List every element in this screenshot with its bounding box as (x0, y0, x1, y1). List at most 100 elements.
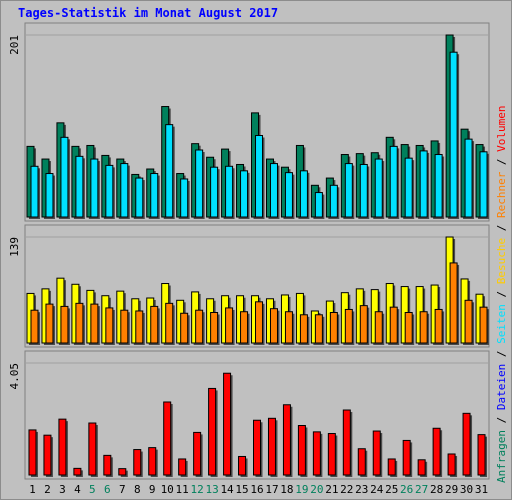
bar-rechner-day-23 (359, 305, 368, 344)
x-tick-label-day-7: 7 (119, 483, 126, 496)
x-tick-label-day-20: 20 (310, 483, 323, 496)
bar-volumen-day-29 (447, 453, 456, 476)
panel-top-ymax-label: 201 (8, 35, 21, 55)
bar-dateien-day-12 (195, 149, 204, 218)
bar-rechner-day-3 (60, 305, 69, 344)
bar-volumen-day-19 (297, 424, 306, 476)
bar-dateien-day-7 (120, 163, 129, 218)
legend-separator: / (495, 344, 508, 364)
legend-separator: / (495, 152, 508, 172)
x-tick-label-day-6: 6 (104, 483, 111, 496)
x-tick-label-day-15: 15 (235, 483, 248, 496)
x-tick-label-day-29: 29 (445, 483, 458, 496)
x-tick-label-day-31: 31 (475, 483, 488, 496)
panel-top: 201 (8, 22, 490, 222)
bar-volumen-day-25 (387, 458, 396, 476)
bar-rechner-day-19 (299, 314, 308, 344)
x-tick-label-day-19: 19 (295, 483, 308, 496)
bar-rechner-day-10 (165, 302, 174, 344)
bar-dateien-day-17 (269, 163, 278, 218)
bar-volumen-day-8 (133, 449, 142, 476)
bar-volumen-day-26 (402, 439, 411, 476)
x-tick-label-day-27: 27 (415, 483, 428, 496)
bar-dateien-day-5 (90, 158, 99, 218)
bar-dateien-day-11 (180, 178, 189, 218)
x-tick-label-day-24: 24 (370, 483, 384, 496)
bar-rechner-day-12 (195, 309, 204, 344)
bar-rechner-day-22 (344, 308, 353, 344)
bar-rechner-day-24 (374, 311, 383, 344)
bar-rechner-day-6 (105, 307, 114, 344)
legend-item-anfragen: Anfragen (495, 430, 508, 483)
bar-rechner-day-11 (180, 312, 189, 344)
bar-rechner-day-13 (210, 311, 219, 344)
bar-volumen-day-1 (28, 429, 37, 476)
panel-bottom: 4.05 (8, 350, 490, 480)
series-legend: Anfragen / Dateien / Seiten / Besuche / … (495, 105, 508, 483)
bar-volumen-day-30 (462, 412, 471, 476)
bar-rechner-day-7 (120, 309, 129, 344)
legend-separator: / (495, 284, 508, 304)
bar-rechner-day-1 (30, 309, 39, 344)
bar-dateien-day-25 (389, 145, 398, 218)
bar-volumen-day-23 (357, 448, 366, 476)
bar-rechner-day-15 (240, 311, 249, 344)
bar-dateien-day-6 (105, 164, 114, 218)
bar-rechner-day-27 (419, 311, 428, 344)
x-tick-label-day-11: 11 (176, 483, 189, 496)
x-tick-label-day-10: 10 (161, 483, 174, 496)
bar-rechner-day-16 (255, 301, 264, 344)
bar-dateien-day-1 (30, 165, 39, 218)
bar-volumen-day-16 (253, 419, 261, 476)
bar-rechner-day-29 (449, 262, 458, 344)
bar-rechner-day-31 (479, 306, 488, 344)
bar-dateien-day-8 (135, 177, 144, 218)
bar-rechner-day-18 (284, 311, 293, 344)
legend-item-dateien: Dateien (495, 364, 508, 410)
bar-dateien-day-19 (299, 170, 308, 218)
legend-separator: / (495, 218, 508, 238)
bar-volumen-day-9 (148, 447, 157, 476)
x-tick-label-day-14: 14 (220, 483, 234, 496)
legend-item-seiten: Seiten (495, 304, 508, 344)
x-tick-label-day-3: 3 (59, 483, 66, 496)
bar-volumen-day-27 (417, 459, 426, 476)
bar-volumen-day-31 (477, 434, 486, 476)
bar-dateien-day-30 (464, 138, 473, 218)
x-tick-label-day-2: 2 (44, 483, 51, 496)
bar-volumen-day-7 (118, 468, 127, 476)
x-tick-label-day-4: 4 (74, 483, 81, 496)
bar-dateien-day-27 (419, 150, 428, 218)
bar-rechner-day-26 (404, 311, 413, 344)
bar-rechner-day-9 (150, 305, 159, 344)
x-tick-label-day-8: 8 (134, 483, 141, 496)
bar-volumen-day-17 (267, 417, 276, 476)
legend-separator: / (495, 410, 508, 430)
x-tick-label-day-30: 30 (460, 483, 473, 496)
panel-bottom-ymax-label: 4.05 (8, 363, 21, 390)
bar-dateien-day-14 (225, 165, 234, 218)
x-tick-label-day-28: 28 (430, 483, 443, 496)
bar-dateien-day-23 (359, 163, 368, 218)
bar-dateien-day-28 (434, 154, 443, 218)
bar-dateien-day-18 (284, 172, 293, 218)
bar-volumen-day-11 (178, 458, 187, 476)
bar-volumen-day-20 (312, 431, 321, 476)
x-tick-label-day-21: 21 (325, 483, 338, 496)
legend-item-besuche: Besuche (495, 238, 508, 284)
bar-rechner-day-30 (464, 299, 473, 344)
bar-rechner-day-28 (434, 308, 443, 344)
bar-volumen-day-10 (163, 401, 172, 476)
bar-volumen-day-24 (372, 430, 381, 476)
bar-volumen-day-22 (342, 409, 351, 476)
bar-dateien-day-10 (165, 124, 174, 218)
legend-item-rechner: Rechner (495, 171, 508, 218)
bar-rechner-day-17 (269, 308, 278, 344)
x-tick-label-day-17: 17 (265, 483, 278, 496)
bar-volumen-day-6 (103, 454, 112, 476)
bar-volumen-day-2 (43, 434, 52, 476)
bar-rechner-day-2 (45, 303, 54, 344)
bar-volumen-day-18 (282, 404, 291, 476)
bar-volumen-day-21 (327, 433, 336, 476)
bar-rechner-day-4 (75, 302, 84, 344)
